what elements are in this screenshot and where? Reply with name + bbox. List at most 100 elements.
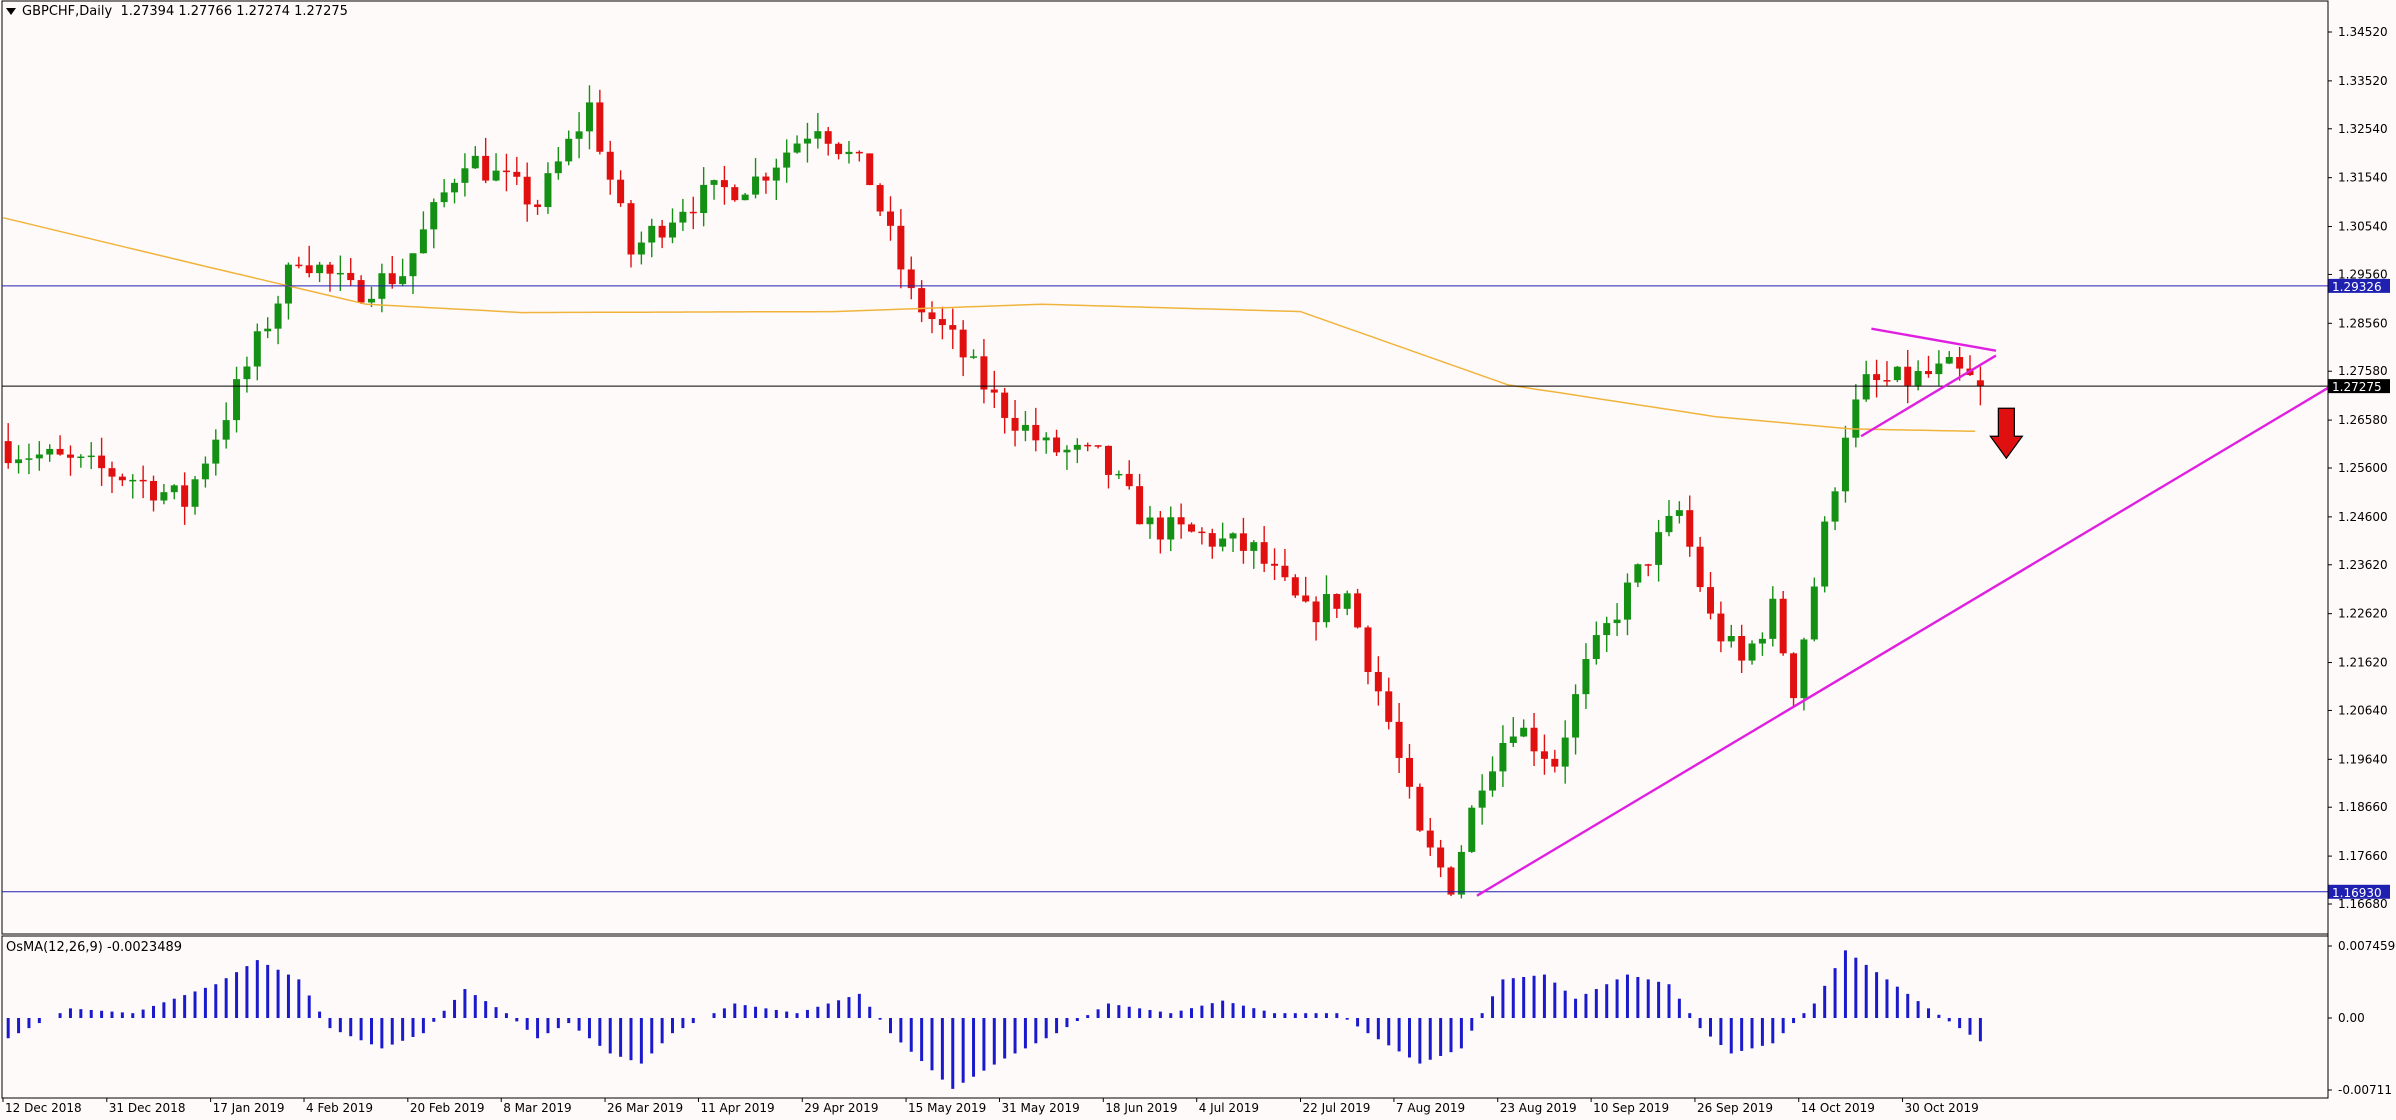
candle-body [1291,577,1299,596]
candle-body [1758,638,1766,644]
trendline [1476,386,2329,897]
candle-body [596,102,604,152]
candle-body [783,152,791,168]
date-tick-label: 7 Aug 2019 [1396,1101,1465,1115]
price-tick-label: 1.22620 [2338,607,2388,621]
dropdown-triangle-icon[interactable] [6,8,16,15]
candle-body [1976,380,1984,387]
candle-body [1063,449,1071,453]
candle-body [897,225,905,270]
candle-body [1250,542,1258,551]
candle-body [1208,533,1216,547]
date-tick-label: 4 Feb 2019 [306,1101,373,1115]
price-tick-label: 1.26580 [2338,413,2388,427]
osma-tick-label: 0.0074591 [2338,939,2396,953]
candle-body [1841,437,1849,492]
candle-body [1717,613,1725,642]
candle-body [918,288,926,313]
candle-body [15,459,23,464]
candle-body [388,273,396,285]
candle-body [1873,374,1881,381]
symbol-label: GBPCHF,Daily [22,4,113,19]
candle-body [1343,593,1351,609]
candle-body [554,161,562,174]
price-tag-label: 1.16930 [2332,886,2382,900]
price-tick-label: 1.29560 [2338,267,2388,281]
date-tick-label: 4 Jul 2019 [1199,1101,1259,1115]
candle-body [264,328,272,332]
candle-body [720,180,728,188]
candle-body [928,312,936,320]
price-tick-label: 1.34520 [2338,25,2388,39]
candle-body [1177,517,1185,525]
candle-body [1385,691,1393,722]
candle-body [1489,771,1497,791]
candle-body [679,211,687,223]
candle-body [731,187,739,201]
candle-body [1312,601,1320,623]
candle-body [1364,627,1372,672]
candle-body [1686,510,1694,547]
candle-body [1769,598,1777,639]
candle-body [1115,473,1123,476]
candle-body [1281,565,1289,578]
candle-body [201,463,209,480]
price-tick-label: 1.17660 [2338,849,2388,863]
candle-body [243,366,251,380]
candle-body [1655,532,1663,565]
date-tick-label: 26 Sep 2019 [1697,1101,1773,1115]
candle-body [1582,659,1590,695]
candle-body [1447,867,1455,895]
candle-body [233,379,241,421]
candle-body [1374,671,1382,692]
candle-body [1779,598,1787,654]
candle-body [534,204,542,208]
candle-body [150,480,158,501]
date-tick-label: 29 Apr 2019 [804,1101,878,1115]
candle-body [1727,636,1735,642]
candle-body [835,143,843,155]
candle-body [700,184,708,214]
osma-label: OsMA(12,26,9) -0.0023489 [6,940,183,955]
candle-body [274,303,282,329]
candle-body [471,155,479,169]
candle-body [1042,437,1050,441]
candle-body [1561,737,1569,767]
candle-body [129,479,137,482]
candle-body [886,211,894,226]
candle-body [347,272,355,281]
date-tick-label: 31 Dec 2018 [109,1101,186,1115]
candle-body [160,492,168,501]
date-tick-label: 31 May 2019 [1001,1101,1079,1115]
candle-body [1592,635,1600,660]
candle-body [1229,533,1237,539]
candle-body [1675,510,1683,516]
candle-body [1468,807,1476,852]
candle-body [1551,758,1559,767]
candle-body [253,331,261,367]
candle-body [855,151,863,154]
candle-body [1167,517,1175,540]
candle-body [1084,444,1092,447]
candle-body [191,479,199,507]
price-tag-label: 1.27275 [2332,380,2382,394]
candle-body [1457,851,1465,895]
candle-body [419,229,427,254]
candle-body [1322,594,1330,623]
candle-body [1395,721,1403,758]
candle-body [492,170,500,181]
candle-body [1852,399,1860,438]
candle-body [222,420,230,440]
candle-body [845,151,853,155]
date-tick-label: 10 Sep 2019 [1593,1101,1669,1115]
trendline [1860,354,1997,438]
candle-body [1831,491,1839,522]
candle-body [1426,830,1434,848]
candle-body [1634,564,1642,583]
candle-body [1862,374,1870,400]
candle-body [1156,517,1164,540]
candle-body [1540,751,1548,759]
candle-body [336,272,344,275]
down-arrow-icon [1989,407,2024,460]
